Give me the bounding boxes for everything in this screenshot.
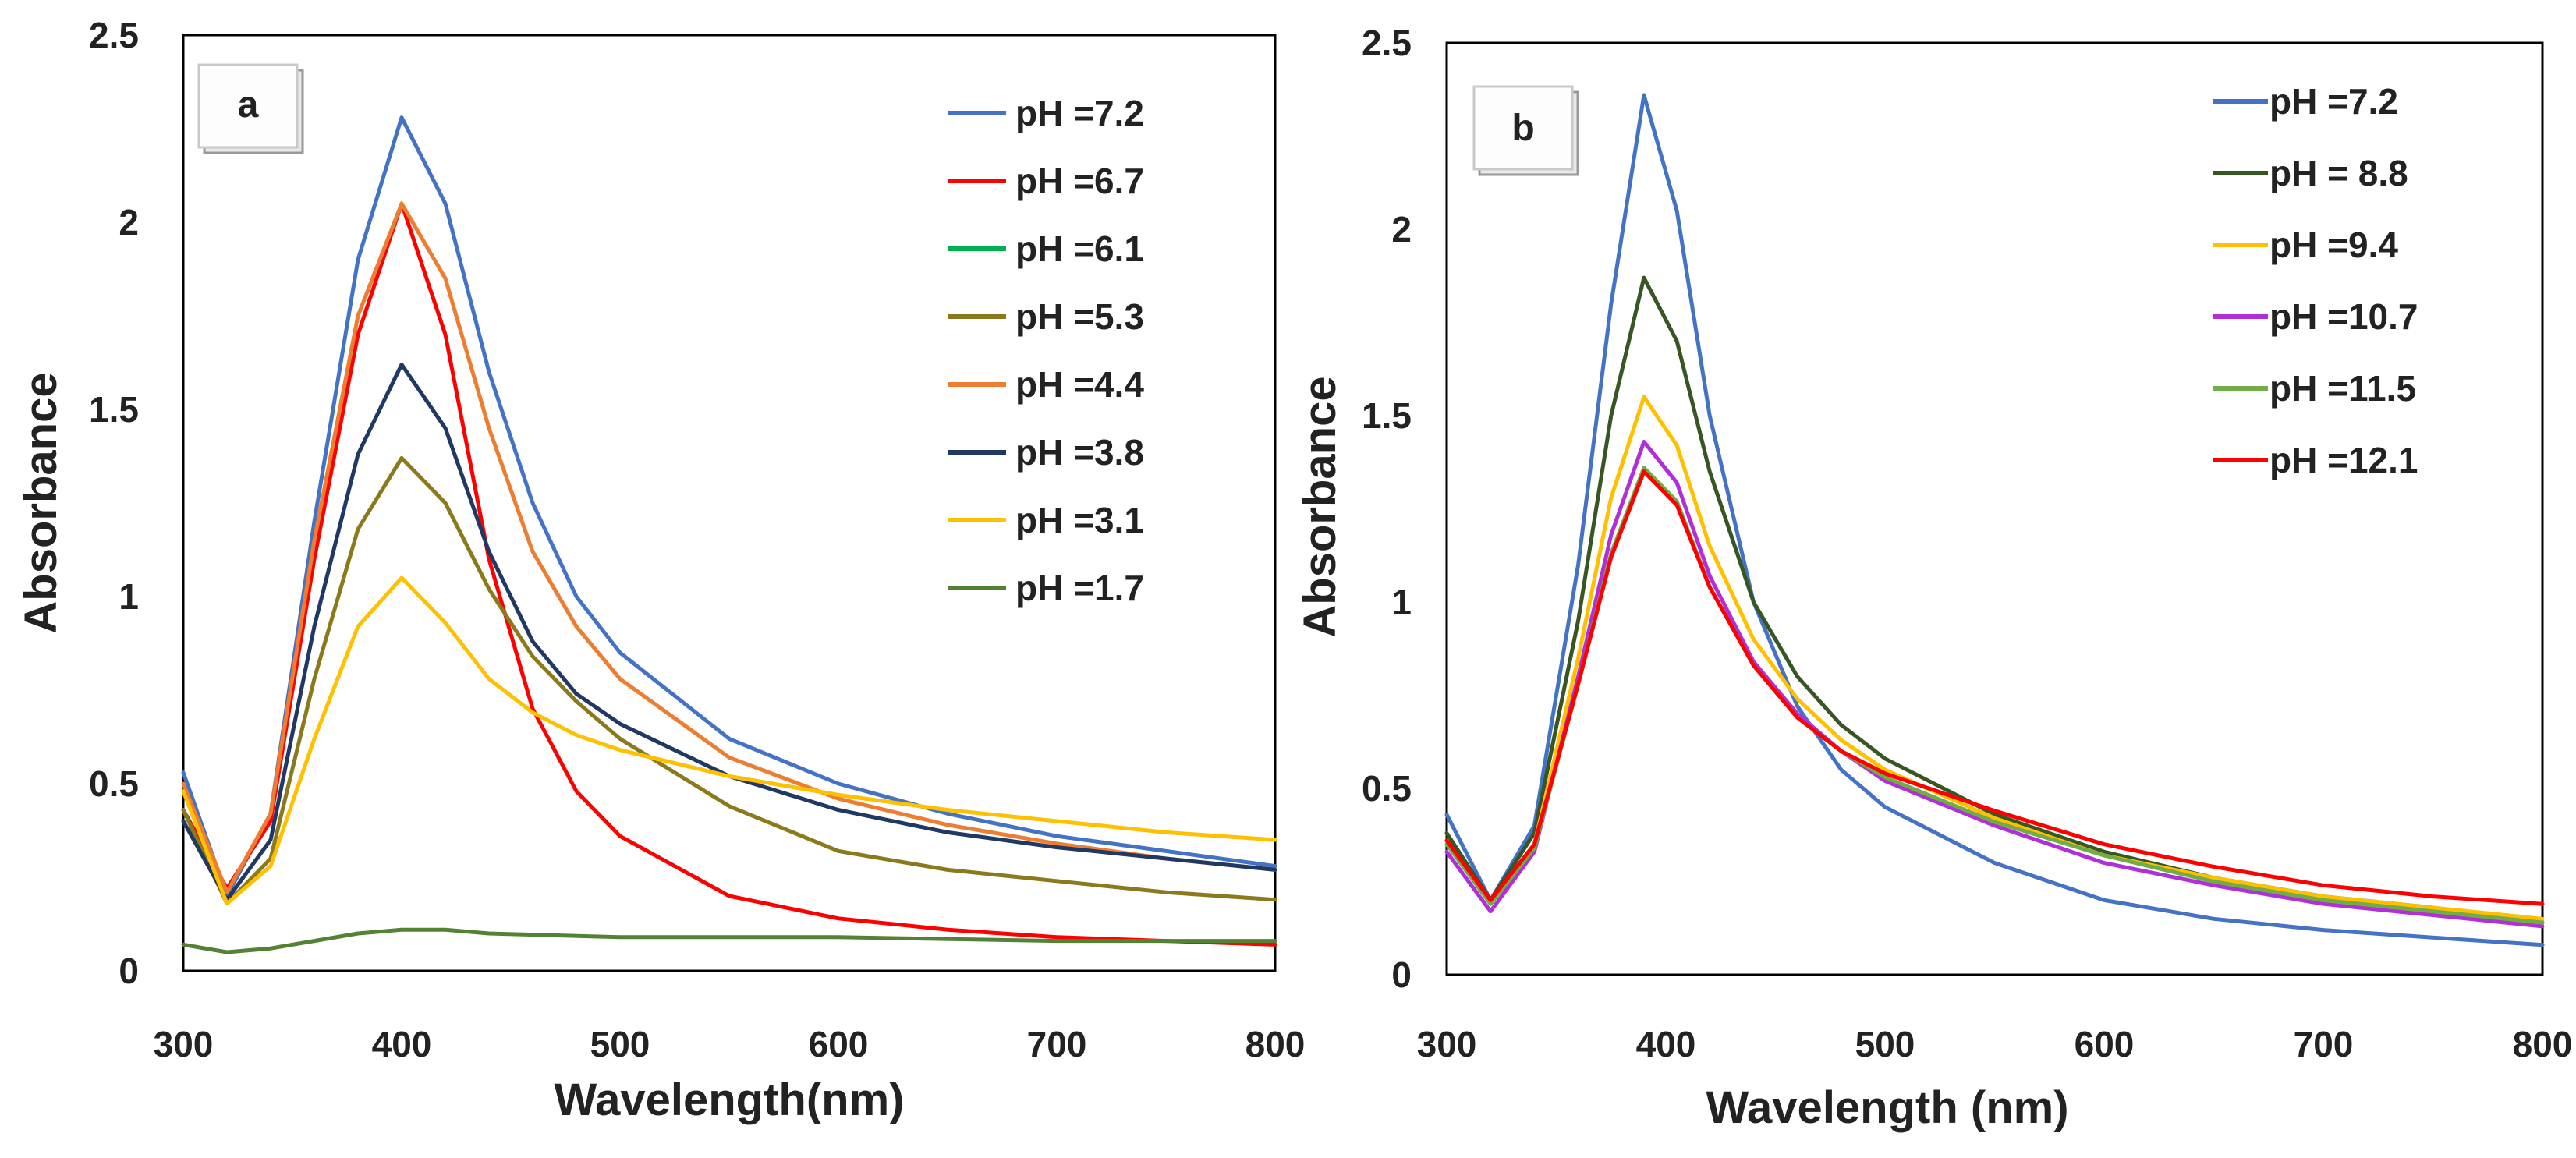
x-tick-label: 400 — [1636, 1024, 1696, 1064]
y-tick-label: 0.5 — [89, 763, 139, 804]
x-tick-label: 300 — [154, 1024, 214, 1064]
x-tick-label: 600 — [2075, 1024, 2135, 1064]
x-axis-title: Wavelength(nm) — [555, 1075, 905, 1125]
x-tick-label: 500 — [1855, 1024, 1915, 1064]
y-tick-label: 2.5 — [1362, 23, 1412, 63]
series-line — [181, 201, 1277, 947]
series-line — [181, 455, 1277, 906]
series-line — [1444, 93, 2545, 947]
y-tick-label: 1 — [119, 576, 139, 617]
legend-label: pH =3.1 — [1015, 500, 1144, 540]
legend-label: pH =9.4 — [2270, 225, 2398, 265]
series-line — [181, 115, 1277, 898]
y-tick-label: 2.5 — [89, 15, 139, 55]
x-tick-label: 700 — [2294, 1024, 2354, 1064]
series-line — [181, 362, 1277, 902]
series-line — [181, 927, 1277, 954]
y-tick-label: 0 — [1391, 954, 1412, 995]
legend-label: pH =6.1 — [1015, 228, 1144, 269]
x-tick-label: 500 — [590, 1024, 650, 1064]
panel-label-box: b — [1472, 85, 1579, 176]
legend-label: pH =4.4 — [1015, 364, 1144, 405]
y-tick-label: 1 — [1391, 582, 1412, 622]
legend-label: pH =3.8 — [1015, 432, 1144, 473]
y-tick-label: 2 — [1391, 209, 1412, 250]
series-line — [1444, 395, 2545, 921]
x-tick-label: 600 — [809, 1024, 869, 1064]
legend-label: pH =11.5 — [2270, 368, 2416, 409]
x-tick-label: 800 — [2513, 1024, 2573, 1064]
y-tick-label: 0.5 — [1362, 768, 1412, 809]
legend-label: pH =1.7 — [1015, 568, 1144, 608]
legend-label: pH = 8.8 — [2270, 153, 2408, 193]
panel-label-face — [197, 63, 299, 149]
legend-label: pH =7.2 — [2270, 81, 2398, 122]
legend-label: pH =12.1 — [2270, 440, 2418, 480]
plot-area-frame — [182, 34, 1277, 972]
series-lines — [181, 115, 1277, 954]
y-tick-label: 2 — [119, 202, 139, 243]
legend-label: pH =5.3 — [1015, 296, 1144, 337]
panel-label-text: a — [238, 84, 259, 126]
series-line — [1444, 469, 2545, 906]
y-tick-label: 0 — [119, 951, 139, 991]
legend: pH =7.2 pH =6.7 pH =6.1 pH =5.3 pH =4.4 pH =3… — [948, 93, 1144, 608]
x-axis-title: Wavelength (nm) — [1706, 1082, 2068, 1133]
x-tick-label: 700 — [1027, 1024, 1087, 1064]
x-tick-label: 300 — [1417, 1024, 1477, 1064]
y-tick-label: 1.5 — [89, 389, 139, 430]
legend: pH =7.2 pH = 8.8 pH =9.4 pH =10.7 pH =11.5 pH… — [2213, 81, 2418, 480]
tick-labels: 300 400 500 600 700 800 0 0.5 1 1.5 2 2.5 — [1362, 23, 2572, 1064]
legend-label: pH =7.2 — [1015, 93, 1144, 133]
panel-label-face — [1472, 85, 1574, 171]
panel-label-text: b — [1511, 108, 1534, 149]
x-tick-label: 400 — [372, 1024, 432, 1064]
tick-labels: 300 400 500 600 700 800 0 0.5 1 1.5 2 2.5 — [89, 15, 1305, 1064]
y-axis-title: Absorbance — [1295, 376, 1345, 637]
legend-label: pH =6.7 — [1015, 161, 1144, 201]
series-lines — [1444, 93, 2545, 947]
y-tick-label: 1.5 — [1362, 395, 1412, 436]
series-line — [181, 201, 1277, 894]
chart-panel-a: 300 400 500 600 700 800 0 0.5 1 1.5 2 2.5 a pH =7.2… — [16, 15, 1305, 1125]
series-line — [181, 575, 1277, 906]
x-tick-label: 800 — [1245, 1024, 1306, 1064]
legend-label: pH =10.7 — [2270, 296, 2418, 337]
chart-panel-b: 300 400 500 600 700 800 0 0.5 1 1.5 2 2.5 b pH =7.2… — [1295, 23, 2572, 1133]
panel-label-box: a — [197, 63, 304, 154]
y-axis-title: Absorbance — [16, 372, 66, 633]
